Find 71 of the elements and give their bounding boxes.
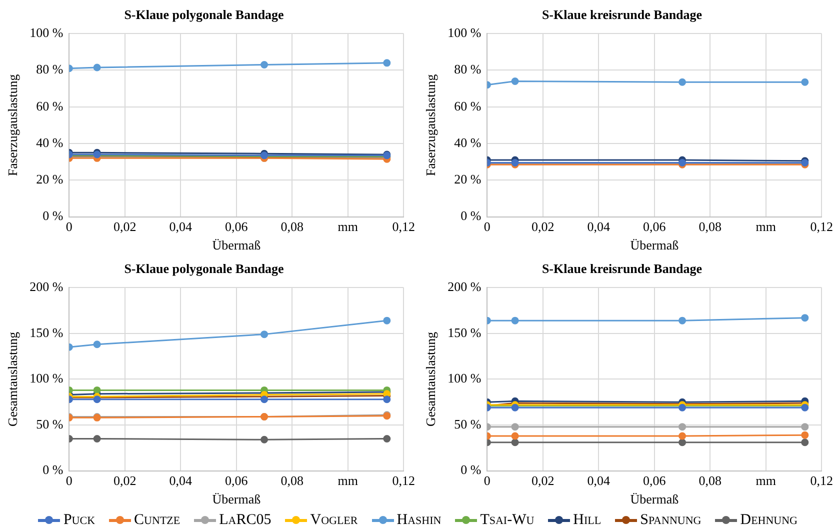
x-axis-title: Übermaß bbox=[630, 492, 680, 507]
chart-title: S-Klaue polygonale Bandage bbox=[124, 7, 284, 22]
x-tick-label: 0,06 bbox=[643, 473, 666, 488]
x-tick-label: 0,04 bbox=[169, 473, 193, 488]
y-tick-label: 60 % bbox=[454, 98, 482, 114]
y-tick-label: 0 % bbox=[42, 208, 64, 224]
y-tick-label: 200 % bbox=[30, 279, 64, 294]
chart-title: S-Klaue polygonale Bandage bbox=[124, 261, 284, 276]
x-tick-label: 0,02 bbox=[532, 473, 554, 488]
y-tick-label: 50 % bbox=[454, 416, 482, 432]
legend-label: Hashin bbox=[396, 512, 442, 528]
x-axis-title: Übermaß bbox=[212, 492, 262, 507]
y-tick-label: 0 % bbox=[460, 462, 482, 478]
x-tick-label: 0,06 bbox=[643, 219, 666, 234]
legend-label: Hill bbox=[573, 512, 602, 528]
y-tick-label: 40 % bbox=[454, 134, 482, 150]
legend-label: Cuntze bbox=[134, 512, 180, 528]
y-tick-label: 80 % bbox=[36, 62, 64, 77]
y-tick-label: 40 % bbox=[36, 134, 64, 150]
x-axis-title: Übermaß bbox=[630, 238, 680, 253]
chart-title: S-Klaue kreisrunde Bandage bbox=[542, 7, 702, 22]
x-tick-label: 0,06 bbox=[225, 473, 248, 488]
y-tick-label: 100 % bbox=[30, 370, 64, 386]
y-tick-label: 60 % bbox=[36, 98, 64, 114]
x-tick-label: 0,02 bbox=[532, 219, 554, 234]
y-tick-label: 0 % bbox=[42, 462, 64, 478]
x-tick-label: 0,08 bbox=[280, 219, 304, 234]
y-tick-label: 150 % bbox=[30, 324, 64, 340]
x-tick-label: 0,04 bbox=[587, 219, 611, 234]
chart-title: S-Klaue kreisrunde Bandage bbox=[542, 261, 702, 276]
x-tick-label: 0,08 bbox=[280, 473, 304, 488]
x-tick-label: 0,02 bbox=[114, 219, 136, 234]
y-tick-label: 100 % bbox=[448, 25, 482, 40]
legend-label: LaRC05 bbox=[219, 512, 272, 528]
legend-label: Dehnung bbox=[740, 512, 798, 528]
x-tick-label: mm bbox=[756, 473, 776, 488]
x-tick-label: 0,08 bbox=[698, 219, 722, 234]
x-tick-label: 0 bbox=[66, 473, 72, 488]
x-tick-label: mm bbox=[756, 219, 776, 234]
y-tick-label: 80 % bbox=[454, 62, 482, 77]
y-axis-title: Faserzugauslastung bbox=[5, 74, 20, 176]
y-tick-label: 20 % bbox=[454, 172, 482, 187]
legend-label: Vogler bbox=[310, 512, 358, 528]
x-tick-label: 0,08 bbox=[698, 473, 722, 488]
x-tick-label: mm bbox=[338, 473, 358, 488]
y-tick-label: 0 % bbox=[460, 208, 482, 224]
y-tick-label: 200 % bbox=[448, 279, 482, 294]
x-tick-label: 0,04 bbox=[169, 219, 193, 234]
y-axis-title: Gesamtauslastung bbox=[423, 331, 438, 426]
x-tick-label: 0,04 bbox=[587, 473, 611, 488]
legend-label: Tsai-Wu bbox=[480, 512, 534, 528]
x-tick-label: mm bbox=[338, 219, 358, 234]
x-tick-label: 0,06 bbox=[225, 219, 248, 234]
y-tick-label: 20 % bbox=[36, 172, 64, 187]
y-tick-label: 100 % bbox=[448, 370, 482, 386]
x-tick-label: 0,12 bbox=[392, 219, 415, 234]
x-axis-title: Übermaß bbox=[212, 238, 262, 253]
legend-label: Puck bbox=[63, 512, 96, 528]
x-tick-label: 0,12 bbox=[810, 473, 833, 488]
x-tick-label: 0 bbox=[484, 219, 490, 234]
y-tick-label: 150 % bbox=[448, 324, 482, 340]
y-axis-title: Faserzugauslastung bbox=[423, 74, 438, 176]
y-tick-label: 100 % bbox=[30, 25, 64, 40]
x-tick-label: 0 bbox=[484, 473, 490, 488]
x-tick-label: 0,12 bbox=[810, 219, 833, 234]
x-tick-label: 0 bbox=[66, 219, 72, 234]
legend-label: Spannung bbox=[640, 512, 702, 528]
x-tick-label: 0,12 bbox=[392, 473, 415, 488]
x-tick-label: 0,02 bbox=[114, 473, 136, 488]
y-tick-label: 50 % bbox=[36, 416, 64, 432]
y-axis-title: Gesamtauslastung bbox=[5, 331, 20, 426]
